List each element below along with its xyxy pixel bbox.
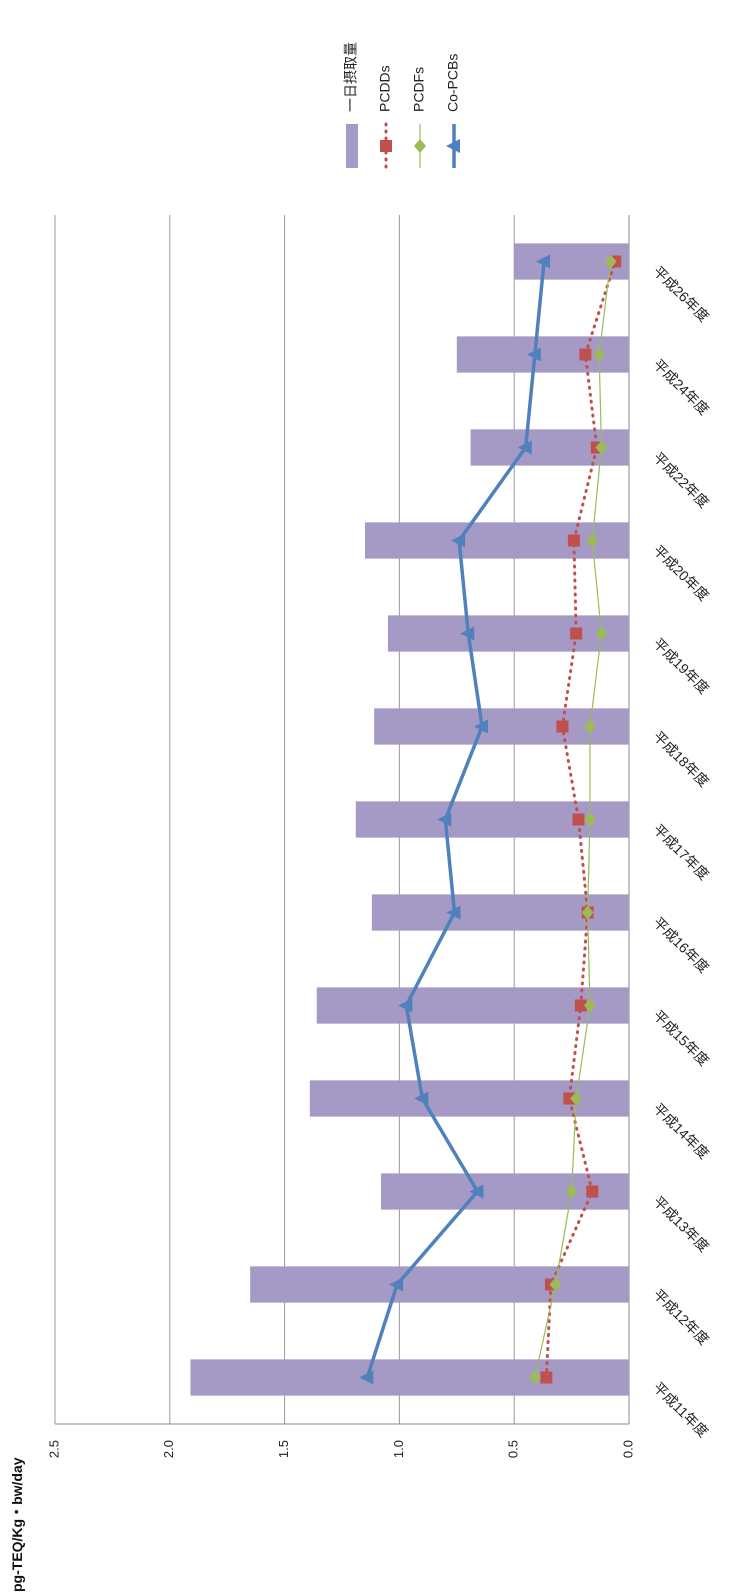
x-tick-label: 平成14年度 xyxy=(650,1100,712,1162)
x-tick-label: 平成26年度 xyxy=(650,263,712,325)
data-point-triangle xyxy=(469,1184,484,1199)
legend-item: Co-PCBs xyxy=(445,54,461,168)
legend-label: PCDFs xyxy=(411,67,427,112)
legend-label: 一日摂取量 xyxy=(343,42,359,112)
x-tick-label: 平成11年度 xyxy=(650,1379,711,1440)
y-tick-label: 0.5 xyxy=(506,1440,521,1458)
data-point-triangle xyxy=(389,1277,404,1292)
x-tick-label: 平成19年度 xyxy=(650,635,712,697)
data-point-diamond xyxy=(583,998,596,1013)
data-point-triangle xyxy=(398,998,413,1013)
data-point-square xyxy=(563,1092,576,1105)
data-point-square xyxy=(574,999,587,1012)
x-tick-label: 平成22年度 xyxy=(650,449,712,511)
data-point-diamond xyxy=(586,533,599,548)
data-point-triangle xyxy=(451,533,466,548)
data-point-square xyxy=(540,1371,553,1384)
y-tick-label: 1.0 xyxy=(391,1440,406,1458)
data-point-triangle xyxy=(526,347,541,362)
data-point-diamond xyxy=(583,812,596,827)
bar xyxy=(190,1359,630,1396)
y-tick-label: 2.0 xyxy=(161,1440,176,1458)
data-point-square xyxy=(572,813,585,826)
data-point-triangle xyxy=(517,440,532,455)
data-point-diamond xyxy=(593,347,606,362)
data-point-square xyxy=(380,140,392,152)
legend-label: Co-PCBs xyxy=(445,54,461,112)
legend-label: PCDDs xyxy=(377,65,393,112)
data-point-triangle xyxy=(446,139,460,153)
data-point-diamond xyxy=(595,440,608,455)
y-tick-label: 1.5 xyxy=(276,1440,291,1458)
x-tick-label: 平成13年度 xyxy=(650,1193,712,1255)
data-point-diamond xyxy=(604,254,617,269)
x-tick-label: 平成24年度 xyxy=(650,356,712,418)
data-point-triangle xyxy=(359,1370,374,1385)
data-point-triangle xyxy=(536,254,551,269)
data-point-triangle xyxy=(437,812,452,827)
legend-item: 一日摂取量 xyxy=(343,42,359,168)
data-point-square xyxy=(586,1185,599,1198)
legend-item: PCDFs xyxy=(411,67,427,168)
x-tick-label: 平成15年度 xyxy=(650,1007,712,1069)
data-point-triangle xyxy=(474,719,489,734)
data-point-triangle xyxy=(446,905,461,920)
x-tick-label: 平成16年度 xyxy=(650,914,712,976)
data-point-diamond xyxy=(583,719,596,734)
data-point-diamond xyxy=(414,139,426,153)
legend-swatch-bar xyxy=(346,124,358,168)
data-point-diamond xyxy=(565,1184,578,1199)
data-point-triangle xyxy=(414,1091,429,1106)
x-tick-label: 平成17年度 xyxy=(650,821,712,883)
y-tick-label: 2.5 xyxy=(46,1440,61,1458)
bar xyxy=(250,1266,629,1303)
data-point-square xyxy=(579,348,592,361)
data-point-diamond xyxy=(528,1370,541,1385)
data-point-triangle xyxy=(460,626,475,641)
bar xyxy=(387,615,629,652)
data-point-square xyxy=(556,720,569,733)
bar xyxy=(364,522,629,559)
x-tick-label: 平成20年度 xyxy=(650,542,712,604)
axis-title: pg-TEQ/Kg・bw/day xyxy=(9,1457,25,1592)
x-tick-label: 平成12年度 xyxy=(650,1286,712,1348)
data-point-square xyxy=(570,627,583,640)
x-tick-label: 平成18年度 xyxy=(650,728,712,790)
data-point-square xyxy=(567,534,580,547)
y-tick-label: 0.0 xyxy=(620,1440,635,1458)
data-point-diamond xyxy=(595,626,608,641)
data-point-diamond xyxy=(581,905,594,920)
legend-item: PCDDs xyxy=(377,65,393,170)
data-point-diamond xyxy=(570,1091,583,1106)
data-point-diamond xyxy=(549,1277,562,1292)
